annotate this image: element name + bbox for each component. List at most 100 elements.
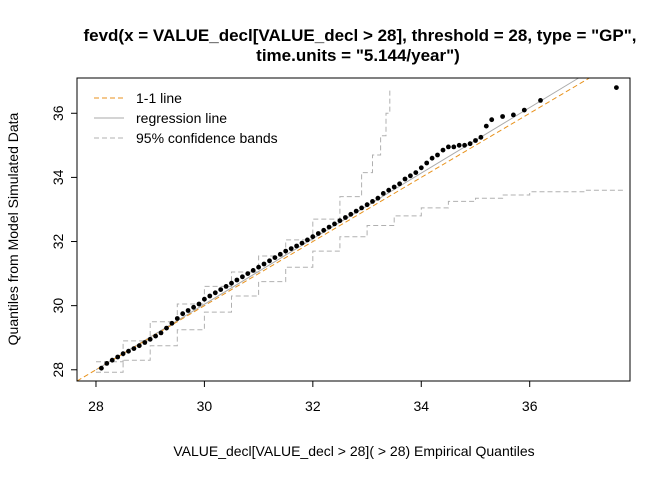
reference-lines — [76, 77, 590, 382]
data-point — [256, 264, 261, 270]
x-tick-label: 28 — [88, 398, 104, 414]
legend: 1-1 line regression line 95% confidence … — [94, 90, 278, 146]
data-point — [180, 311, 186, 317]
data-point — [370, 199, 375, 204]
data-point — [614, 85, 619, 90]
y-tick-label: 36 — [50, 105, 66, 121]
y-tick-label: 28 — [50, 362, 66, 378]
data-point — [467, 141, 473, 147]
data-point — [353, 208, 359, 214]
x-axis-label: VALUE_decl[VALUE_decl > 28]( > 28) Empir… — [173, 443, 534, 459]
data-point — [332, 221, 337, 227]
data-point — [375, 195, 381, 201]
x-axis: 28 30 32 34 36 — [88, 381, 538, 414]
lower-confidence-band — [96, 189, 625, 373]
data-point — [126, 348, 131, 354]
data-point — [153, 333, 159, 339]
x-tick-label: 34 — [413, 398, 429, 414]
data-point — [500, 114, 505, 119]
data-point — [343, 215, 348, 220]
data-point — [456, 142, 462, 148]
data-point — [359, 205, 364, 211]
data-point — [207, 293, 213, 299]
data-point — [169, 320, 175, 326]
data-point — [294, 243, 299, 249]
data-point — [267, 258, 272, 264]
data-point — [164, 325, 169, 331]
data-point — [218, 287, 224, 292]
x-tick-label: 32 — [305, 398, 321, 414]
data-point — [364, 202, 370, 208]
data-point — [478, 134, 484, 140]
data-point — [413, 170, 419, 176]
data-point — [174, 316, 180, 321]
legend-bands-label: 95% confidence bands — [136, 130, 278, 146]
regression-line — [95, 77, 579, 371]
data-point — [305, 237, 310, 243]
data-point — [223, 284, 229, 289]
data-point — [397, 181, 402, 187]
y-tick-label: 30 — [50, 298, 66, 314]
data-point — [196, 301, 202, 307]
data-point — [424, 160, 430, 166]
data-point — [288, 246, 294, 252]
data-point — [104, 361, 110, 366]
data-point — [521, 107, 527, 113]
one-to-one-line — [76, 77, 590, 382]
data-point — [229, 280, 234, 286]
data-point — [315, 231, 321, 236]
data-point — [136, 343, 142, 349]
data-point — [435, 152, 440, 158]
x-tick-label: 30 — [197, 398, 213, 414]
legend-regression-label: regression line — [136, 110, 227, 126]
data-point — [386, 187, 392, 193]
data-point — [245, 271, 251, 276]
data-point — [109, 357, 115, 363]
data-point — [277, 251, 283, 257]
data-point — [446, 144, 451, 150]
data-point — [473, 138, 478, 143]
data-point — [408, 173, 413, 179]
chart-title-line-1: fevd(x = VALUE_decl[VALUE_decl > 28], th… — [83, 26, 636, 45]
data-point — [440, 147, 446, 153]
data-point — [250, 268, 256, 273]
data-point — [391, 184, 397, 190]
data-point — [131, 346, 137, 351]
y-tick-label: 34 — [50, 169, 66, 185]
data-point — [418, 165, 424, 171]
data-point — [299, 240, 305, 246]
data-point — [451, 144, 457, 150]
data-point — [402, 176, 408, 182]
data-point — [185, 308, 191, 313]
data-point — [511, 112, 516, 118]
data-point — [158, 330, 164, 336]
data-point — [142, 340, 148, 345]
data-point — [272, 255, 278, 260]
data-point — [120, 351, 126, 357]
data-point — [99, 365, 104, 371]
data-point — [429, 155, 435, 161]
data-point — [191, 304, 197, 310]
legend-one-to-one-label: 1-1 line — [136, 90, 182, 106]
data-points — [99, 85, 619, 371]
data-point — [147, 336, 153, 342]
data-point — [115, 354, 121, 360]
data-point — [326, 224, 332, 230]
x-tick-label: 36 — [522, 398, 538, 414]
data-point — [538, 98, 543, 103]
confidence-bands — [96, 87, 625, 373]
upper-confidence-band — [96, 87, 391, 363]
y-axis-label: Quantiles from Model Simulated Data — [5, 112, 21, 345]
y-tick-label: 32 — [50, 234, 66, 250]
data-point — [380, 191, 386, 196]
y-axis: 28 30 32 34 36 — [50, 105, 77, 378]
data-point — [310, 234, 316, 240]
data-point — [261, 261, 267, 267]
data-point — [202, 296, 207, 302]
plot-frame — [76, 77, 631, 382]
data-point — [240, 274, 245, 280]
data-point — [489, 117, 495, 123]
data-point — [348, 211, 354, 217]
data-point — [337, 218, 343, 224]
